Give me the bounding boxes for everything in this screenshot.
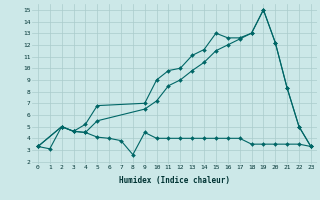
X-axis label: Humidex (Indice chaleur): Humidex (Indice chaleur) [119, 176, 230, 185]
